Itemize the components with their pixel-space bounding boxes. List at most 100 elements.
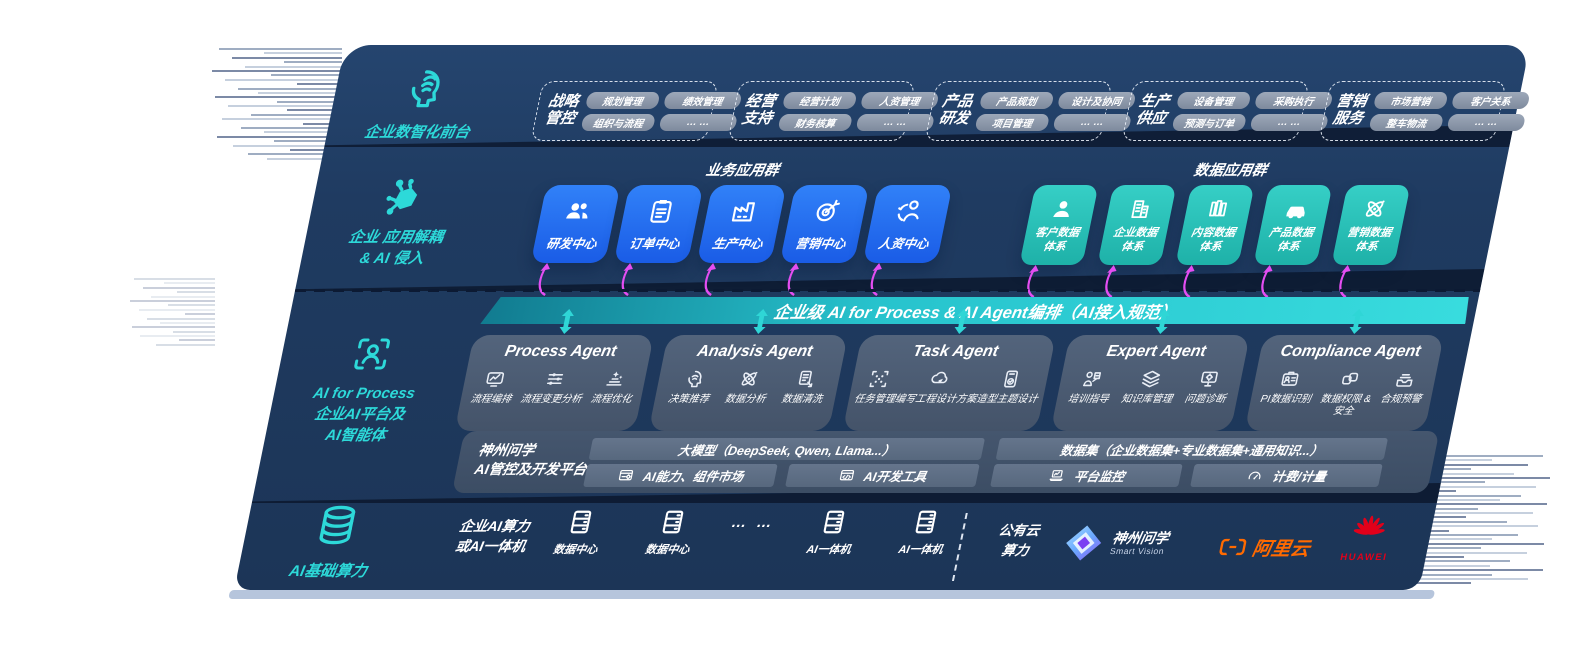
front-group: 经营 支持 经营计划 人资管理 财务核算 … … xyxy=(727,81,940,141)
main-panel: 企业数智化前台 企业 应用解耦 & AI 侵入 AI for Process 企… xyxy=(234,45,1531,590)
decouple-layer-label: 企业 应用解耦 & AI 侵入 xyxy=(347,229,445,267)
front-groups-row: 战略 管控 规划管理 绩效管理 组织与流程 … … 经营 支持 xyxy=(530,81,1531,141)
szwx-icon xyxy=(1060,523,1108,563)
magenta-flow-arrow xyxy=(538,263,550,296)
data-app-box: 产品数据 体系 xyxy=(1253,185,1333,298)
hrpeople-icon xyxy=(892,196,928,226)
agent-title: Expert Agent xyxy=(1105,343,1208,360)
front-chip: 经营计划 xyxy=(782,91,858,109)
data-app-box: 营销数据 体系 xyxy=(1331,185,1411,298)
car-icon xyxy=(1280,196,1311,222)
ai-market-chip: AI能力、组件市场 xyxy=(583,464,778,487)
business-app-box: 研发中心 xyxy=(530,185,621,296)
clipboard-icon xyxy=(643,196,679,226)
agent-capability: 问题诊断 xyxy=(1183,368,1231,406)
agents-row: Process Agent 流程编排 流程变更分析 流程优化 xyxy=(454,309,1444,431)
ai-platform-strip: 神州问学 AI管控及开发平台 大模型（DeepSeek, Qwen, Llama… xyxy=(451,431,1440,493)
magenta-flow-arrow xyxy=(1105,265,1117,298)
front-chip: 人资管理 xyxy=(860,91,940,109)
front-chip: 产品规划 xyxy=(979,91,1055,109)
data-app-label: 客户数据 体系 xyxy=(1033,227,1081,253)
front-chip: 整车物流 xyxy=(1368,113,1445,131)
business-apps-heading: 业务应用群 xyxy=(704,163,781,179)
data-apps-heading: 数据应用群 xyxy=(1192,163,1269,179)
magenta-flow-arrow xyxy=(621,263,633,296)
agent-title: Task Agent xyxy=(911,343,1000,360)
front-group: 营销 服务 市场营销 客户关系 整车物流 … … xyxy=(1318,81,1531,141)
front-group: 战略 管控 规划管理 绩效管理 组织与流程 … … xyxy=(530,81,743,141)
database-icon xyxy=(306,501,368,549)
compute-node: 数据中心 xyxy=(633,507,709,557)
shieldlink-icon xyxy=(1337,368,1363,390)
front-chip: … … xyxy=(1446,113,1527,131)
front-group-title: 生产 供应 xyxy=(1134,93,1172,127)
cloudpen-icon xyxy=(927,368,953,390)
agent-capability: 流程优化 xyxy=(589,368,637,406)
magenta-flow-arrow xyxy=(1339,265,1351,298)
teal-sync-arrow xyxy=(954,309,969,334)
front-group-title: 战略 管控 xyxy=(543,93,581,127)
compute-node: 数据中心 xyxy=(541,507,617,557)
server-icon xyxy=(816,507,852,537)
teal-sync-arrow xyxy=(1349,309,1364,334)
agent-capability: 造型主题设计 xyxy=(975,368,1044,406)
agent-capability: 编写工程设计方案 xyxy=(894,368,983,406)
nodes-ellipsis: … … xyxy=(730,514,777,531)
agent-capability: 合规预警 xyxy=(1379,368,1427,406)
front-chip: 规划管理 xyxy=(585,91,661,109)
agent-title: Process Agent xyxy=(503,343,619,360)
teal-sync-arrow xyxy=(559,309,574,334)
front-group-title: 产品 研发 xyxy=(937,93,975,127)
front-chip: 财务核算 xyxy=(777,113,854,131)
atom-icon xyxy=(1358,196,1389,222)
ai-tools-chip: AI开发工具 xyxy=(785,464,980,487)
data-app-box: 客户数据 体系 xyxy=(1019,185,1099,298)
agent-capability: 数据分析 xyxy=(723,368,771,406)
server-icon xyxy=(563,507,599,537)
business-app-box: 订单中心 xyxy=(613,185,704,296)
brainhead-icon xyxy=(399,65,454,111)
agent-capability: 任务管理 xyxy=(853,368,901,406)
agent-card: Task Agent 任务管理 编写工程设计方案 造型主题设计 xyxy=(842,309,1056,431)
business-app-label: 人资中心 xyxy=(877,237,930,251)
factory-icon xyxy=(726,196,762,226)
szwx-partner-logo: 神州问学 Smart Vision xyxy=(1060,523,1172,563)
billing-chip: 计费/计量 xyxy=(1190,464,1383,487)
front-chip: … … xyxy=(855,113,936,131)
front-chip: 采购执行 xyxy=(1254,91,1334,109)
optimize-icon xyxy=(602,368,628,390)
agent-card: Compliance Agent PI数据识别 数据权限 & 安全 合规预 xyxy=(1244,309,1444,431)
agent-card: Process Agent 流程编排 流程变更分析 流程优化 xyxy=(454,309,655,431)
front-group-title: 经营 支持 xyxy=(740,93,778,127)
ai-orchestration-band: 企业级 AI for Process & AI Agent编排（AI接入规范） xyxy=(480,297,1470,324)
compute-nodes-row: 数据中心 数据中心 … … AI一体机 xyxy=(541,507,962,557)
front-chip: 项目管理 xyxy=(974,113,1051,131)
people-icon xyxy=(560,196,596,226)
headidea-icon xyxy=(679,368,705,390)
barcode-decoration-mid-left xyxy=(130,278,215,348)
dataset-bar: 数据集（企业数据集+专业数据集+通用知识...） xyxy=(995,438,1389,460)
agent-capability: 流程变更分析 xyxy=(519,368,588,406)
business-app-label: 订单中心 xyxy=(628,237,681,251)
personscan-icon xyxy=(347,333,398,375)
public-cloud-label: 公有云 算力 xyxy=(997,523,1041,558)
doc-icon xyxy=(793,368,819,390)
aimarket-icon xyxy=(616,467,636,484)
magenta-flow-arrow xyxy=(1027,265,1039,298)
platform-monitor-chip: 平台监控 xyxy=(990,464,1183,487)
agent-capability: 流程编排 xyxy=(469,368,517,406)
business-app-box: 生产中心 xyxy=(696,185,787,296)
business-app-label: 生产中心 xyxy=(711,237,764,251)
agent-card: Analysis Agent 决策推荐 数据分析 数据清洗 xyxy=(648,309,849,431)
aliyun-partner-logo: 阿里云 xyxy=(1215,532,1313,562)
aitools-icon xyxy=(836,467,856,484)
huawei-partner-logo: HUAWEI xyxy=(1332,511,1405,563)
teach-icon xyxy=(1079,368,1105,390)
data-app-label: 内容数据 体系 xyxy=(1189,227,1237,253)
magenta-flow-arrow xyxy=(870,263,882,296)
magenta-flow-arrow xyxy=(1183,265,1195,298)
front-group-title: 营销 服务 xyxy=(1331,93,1369,127)
platform-vendor-label: 神州问学 AI管控及开发平台 xyxy=(473,442,589,477)
layers-icon xyxy=(1138,368,1164,390)
